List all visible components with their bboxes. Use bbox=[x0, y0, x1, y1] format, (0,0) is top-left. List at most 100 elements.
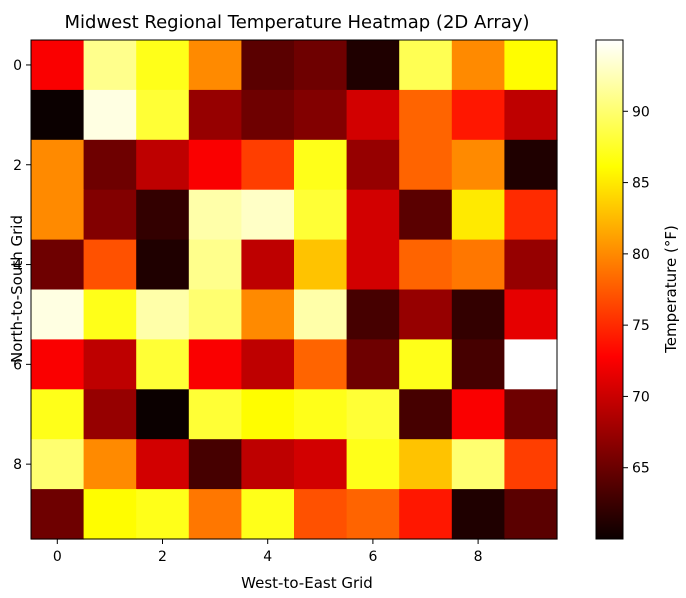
heatmap-cell bbox=[136, 339, 190, 390]
heatmap-cell bbox=[504, 139, 558, 191]
y-tick-label: 4 bbox=[13, 258, 22, 274]
heatmap-cell bbox=[294, 389, 348, 440]
colorbar-tick-label: 85 bbox=[632, 176, 650, 192]
heatmap-cell bbox=[31, 489, 85, 540]
heatmap-cell bbox=[31, 289, 85, 340]
heatmap-cell bbox=[136, 139, 190, 191]
heatmap-cell bbox=[241, 439, 295, 490]
colorbar-label: Temperature (°F) bbox=[662, 225, 680, 354]
heatmap-cell bbox=[451, 389, 505, 440]
chart-title: Midwest Regional Temperature Heatmap (2D… bbox=[65, 12, 530, 33]
heatmap-cell bbox=[188, 439, 242, 490]
heatmap-cell bbox=[399, 89, 453, 141]
heatmap-cell bbox=[346, 89, 400, 141]
y-tick-label: 0 bbox=[13, 58, 22, 74]
heatmap-cell bbox=[346, 189, 400, 241]
colorbar-tick-label: 90 bbox=[632, 104, 650, 120]
heatmap-cell bbox=[188, 40, 242, 91]
heatmap-cell bbox=[399, 489, 453, 540]
x-tick-label: 0 bbox=[53, 549, 62, 565]
heatmap-cell bbox=[241, 389, 295, 440]
heatmap-cell bbox=[188, 189, 242, 241]
heatmap-cell bbox=[83, 389, 137, 440]
heatmap-cell bbox=[399, 239, 453, 291]
y-tick-label: 6 bbox=[13, 357, 22, 373]
y-tick-label: 2 bbox=[13, 158, 22, 174]
y-axis-label: North-to-South Grid bbox=[8, 215, 26, 363]
heatmap-cell bbox=[241, 289, 295, 340]
heatmap-cell bbox=[399, 40, 453, 91]
heatmap-cell bbox=[136, 389, 190, 440]
heatmap-cell bbox=[83, 40, 137, 91]
heatmap-cell bbox=[504, 339, 558, 390]
heatmap-cell bbox=[83, 439, 137, 490]
y-tick-label: 8 bbox=[13, 457, 22, 473]
heatmap-cell bbox=[504, 389, 558, 440]
colorbar-tick-label: 65 bbox=[632, 461, 650, 477]
heatmap-cell bbox=[83, 239, 137, 291]
heatmap-cell bbox=[346, 289, 400, 340]
heatmap-cell bbox=[294, 89, 348, 141]
heatmap-cell bbox=[188, 389, 242, 440]
heatmap-cell bbox=[136, 189, 190, 241]
heatmap-cell bbox=[241, 89, 295, 141]
heatmap-cell bbox=[399, 289, 453, 340]
heatmap-cell bbox=[294, 439, 348, 490]
heatmap-cell bbox=[83, 289, 137, 340]
heatmap-cell bbox=[451, 289, 505, 340]
x-tick-label: 2 bbox=[158, 549, 167, 565]
heatmap-cell bbox=[241, 139, 295, 191]
colorbar-tick-label: 70 bbox=[632, 389, 650, 405]
heatmap-cell bbox=[136, 289, 190, 340]
x-tick-label: 6 bbox=[368, 549, 377, 565]
heatmap-cell bbox=[188, 489, 242, 540]
colorbar-ticks: 65 70 75 80 85 90 bbox=[623, 104, 650, 477]
x-tick-label: 4 bbox=[263, 549, 272, 565]
heatmap-cell bbox=[83, 139, 137, 191]
heatmap-cell bbox=[31, 89, 85, 141]
heatmap-cell bbox=[136, 40, 190, 91]
heatmap-cell bbox=[451, 189, 505, 241]
heatmap-cell bbox=[241, 239, 295, 291]
heatmap-cell bbox=[294, 139, 348, 191]
heatmap-cell bbox=[136, 439, 190, 490]
heatmap-cell bbox=[346, 40, 400, 91]
heatmap-cell bbox=[83, 489, 137, 540]
heatmap-cell bbox=[294, 489, 348, 540]
heatmap-cell bbox=[136, 89, 190, 141]
x-tick-label: 8 bbox=[474, 549, 483, 565]
heatmap-cell bbox=[451, 89, 505, 141]
heatmap-cell bbox=[188, 139, 242, 191]
heatmap-cell bbox=[451, 40, 505, 91]
heatmap-cell bbox=[294, 339, 348, 390]
heatmap-cell bbox=[31, 239, 85, 291]
heatmap-cell bbox=[346, 389, 400, 440]
x-axis-ticks: 0 2 4 6 8 bbox=[53, 539, 483, 565]
heatmap-cell bbox=[451, 239, 505, 291]
heatmap-cells bbox=[31, 40, 558, 540]
heatmap-cell bbox=[241, 40, 295, 91]
heatmap-cell bbox=[399, 439, 453, 490]
colorbar-tick-label: 75 bbox=[632, 318, 650, 334]
heatmap-cell bbox=[346, 139, 400, 191]
heatmap-cell bbox=[83, 89, 137, 141]
heatmap-cell bbox=[346, 339, 400, 390]
heatmap-cell bbox=[451, 489, 505, 540]
heatmap-cell bbox=[241, 339, 295, 390]
colorbar bbox=[595, 39, 624, 540]
heatmap-cell bbox=[504, 439, 558, 490]
heatmap-cell bbox=[451, 339, 505, 390]
heatmap-cell bbox=[136, 489, 190, 540]
heatmap-cell bbox=[241, 489, 295, 540]
heatmap-cell bbox=[83, 339, 137, 390]
heatmap-cell bbox=[346, 239, 400, 291]
heatmap-cell bbox=[451, 439, 505, 490]
heatmap-cell bbox=[504, 489, 558, 540]
heatmap-cell bbox=[31, 439, 85, 490]
heatmap-cell bbox=[31, 189, 85, 241]
colorbar-tick-label: 80 bbox=[632, 247, 650, 263]
heatmap-cell bbox=[346, 489, 400, 540]
heatmap-cell bbox=[31, 339, 85, 390]
heatmap-cell bbox=[504, 89, 558, 141]
heatmap-cell bbox=[294, 40, 348, 91]
